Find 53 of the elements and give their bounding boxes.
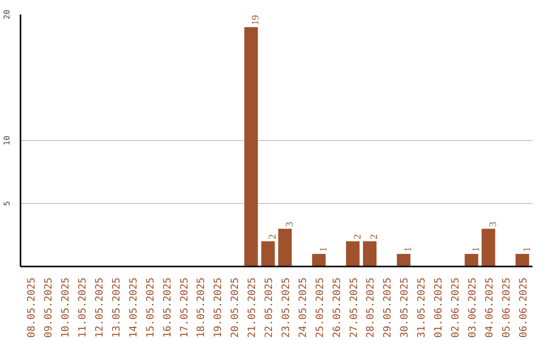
- x-tick-label: 30.05.2025: [400, 277, 411, 338]
- x-tick-label: 28.05.2025: [366, 277, 377, 338]
- x-tick-label: 24.05.2025: [298, 277, 309, 338]
- data-label: 19: [250, 15, 262, 26]
- x-tick-label: 31.05.2025: [416, 277, 428, 338]
- bar: [312, 254, 326, 266]
- x-tick-label: 27.05.2025: [348, 277, 360, 338]
- bar: [346, 241, 360, 266]
- data-label: 3: [488, 222, 499, 227]
- x-tick-label: 11.05.2025: [78, 277, 89, 338]
- x-tick-label: 14.05.2025: [128, 277, 140, 338]
- bar: [261, 241, 275, 266]
- x-tick-label: 03.06.2025: [467, 277, 478, 338]
- x-tick-label: 01.06.2025: [434, 277, 445, 338]
- bar: [362, 241, 377, 266]
- bar: [516, 254, 530, 266]
- bar: [278, 228, 292, 266]
- bar: [396, 254, 410, 266]
- x-tick-label: 22.05.2025: [264, 277, 276, 338]
- x-tick-label: 05.06.2025: [501, 277, 512, 338]
- data-label: 1: [318, 246, 330, 252]
- data-label: 2: [369, 234, 380, 240]
- x-tick-label: 04.06.2025: [484, 277, 496, 338]
- x-tick-label: 16.05.2025: [162, 277, 174, 338]
- data-label: 3: [284, 222, 296, 227]
- data-label: 1: [403, 246, 414, 252]
- x-tick-label: 21.05.2025: [247, 277, 258, 338]
- data-label: 2: [352, 234, 364, 240]
- data-label: 2: [268, 234, 279, 240]
- x-tick-label: 25.05.2025: [314, 277, 326, 338]
- y-tick-label: 20: [2, 10, 12, 20]
- x-tick-label: 20.05.2025: [230, 277, 242, 338]
- x-tick-label: 18.05.2025: [196, 277, 208, 338]
- bar: [482, 228, 496, 266]
- data-label: 1: [470, 246, 482, 252]
- x-tick-label: 10.05.2025: [60, 277, 72, 338]
- x-tick-label: 26.05.2025: [332, 277, 343, 338]
- x-tick-label: 02.06.2025: [450, 277, 462, 338]
- y-tick-label: 5: [2, 200, 12, 206]
- x-tick-label: 15.05.2025: [145, 277, 156, 338]
- x-tick-label: 13.05.2025: [111, 277, 122, 338]
- x-tick-label: 23.05.2025: [280, 277, 292, 338]
- x-tick-label: 08.05.2025: [26, 277, 38, 338]
- x-tick-label: 19.05.2025: [213, 277, 224, 338]
- x-tick-label: 29.05.2025: [382, 277, 394, 338]
- data-label: 1: [522, 246, 533, 252]
- x-tick-label: 09.05.2025: [44, 277, 55, 338]
- x-tick-label: 06.06.2025: [518, 277, 530, 338]
- x-tick-label: 12.05.2025: [94, 277, 106, 338]
- bar: [244, 27, 258, 266]
- y-tick-label: 10: [2, 136, 12, 146]
- x-tick-label: 17.05.2025: [179, 277, 190, 338]
- bar: [464, 254, 478, 266]
